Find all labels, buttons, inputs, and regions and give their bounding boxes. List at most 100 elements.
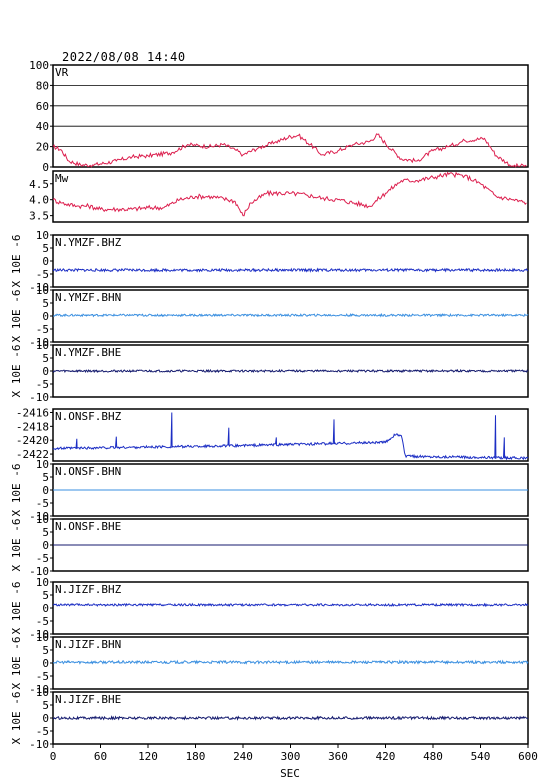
y-tick-label: 40 bbox=[36, 120, 49, 133]
y-tick-label: -10 bbox=[29, 336, 49, 349]
series-line-n-jizf-bhz bbox=[52, 602, 529, 608]
y-tick-label: 10 bbox=[36, 458, 49, 471]
y-tick-label: 10 bbox=[36, 576, 49, 589]
panel-label: N.JIZF.BHN bbox=[55, 638, 121, 651]
y-tick-label: 4.0 bbox=[29, 194, 49, 207]
panel-label: N.JIZF.BHZ bbox=[55, 583, 122, 596]
panel-frame bbox=[52, 581, 529, 635]
y-tick-label: -5 bbox=[36, 497, 49, 510]
panel-frame bbox=[52, 170, 529, 223]
panel-label: N.YMZF.BHE bbox=[55, 346, 121, 359]
y-tick-label: 10 bbox=[36, 513, 49, 526]
y-tick-label: -10 bbox=[29, 738, 49, 751]
y-tick-label: 10 bbox=[36, 284, 49, 297]
y-tick-label: 0 bbox=[42, 657, 49, 670]
x-tick-label: 420 bbox=[376, 750, 396, 763]
x-tick-label: 180 bbox=[186, 750, 206, 763]
x-axis: 0 60 120 180 240 300 360 420 480 540 600 SEC bbox=[50, 744, 538, 780]
series-line-n-onsf-bhz bbox=[52, 412, 529, 461]
series-line-vr bbox=[52, 133, 527, 168]
y-tick-label: -10 bbox=[29, 391, 49, 404]
panel-label: Mw bbox=[55, 172, 69, 185]
y-tick-label: 0 bbox=[42, 484, 49, 497]
y-tick-label: -2416 bbox=[16, 406, 49, 419]
panel-label: N.ONSF.BHE bbox=[55, 520, 121, 533]
series-line-mw bbox=[52, 171, 527, 217]
panel-frame bbox=[52, 64, 529, 168]
x-tick-label: 60 bbox=[94, 750, 107, 763]
x-axis-label: SEC bbox=[280, 767, 300, 780]
y-tick-label: -5 bbox=[36, 378, 49, 391]
unit-label: X 10E -6 bbox=[10, 345, 23, 398]
timestamp: 2022/08/08 14:40 bbox=[62, 50, 186, 64]
panel-label: N.ONSF.BHZ bbox=[55, 410, 122, 423]
y-tick-label: -5 bbox=[36, 725, 49, 738]
series-line-n-ymzf-bhn bbox=[52, 312, 529, 318]
x-tick-label: 0 bbox=[50, 750, 57, 763]
series-line-n-jizf-bhe bbox=[52, 715, 529, 721]
y-tick-label: 0 bbox=[42, 365, 49, 378]
y-tick-label: 0 bbox=[42, 712, 49, 725]
y-tick-label: -2420 bbox=[16, 434, 49, 447]
y-tick-label: 5 bbox=[42, 297, 49, 310]
x-tick-label: 360 bbox=[328, 750, 348, 763]
unit-label: X 10E -6 bbox=[10, 582, 23, 635]
y-tick-label: 0 bbox=[42, 539, 49, 552]
y-tick-label: 10 bbox=[36, 339, 49, 352]
unit-label: X 10E -6 bbox=[10, 519, 23, 572]
series-line-n-jizf-bhn bbox=[52, 659, 529, 665]
y-tick-label: 5 bbox=[42, 471, 49, 484]
panel-label: N.YMZF.BHN bbox=[55, 291, 121, 304]
y-tick-label: 3.5 bbox=[29, 210, 49, 223]
y-tick-label: -10 bbox=[29, 565, 49, 578]
y-tick-label: 4.5 bbox=[29, 178, 49, 191]
panel-frame bbox=[52, 408, 529, 462]
x-tick-label: 120 bbox=[138, 750, 158, 763]
y-tick-label: -5 bbox=[36, 268, 49, 281]
x-tick-label: 540 bbox=[471, 750, 491, 763]
y-tick-label: -5 bbox=[36, 323, 49, 336]
y-tick-label: 100 bbox=[29, 59, 49, 72]
y-tick-label: 60 bbox=[36, 100, 49, 113]
x-tick-label: 300 bbox=[281, 750, 301, 763]
panel-mw: 3.5 4.0 4.5 Mw bbox=[29, 170, 529, 223]
series-line-n-ymzf-bhz bbox=[52, 267, 529, 273]
y-tick-label: 0 bbox=[42, 310, 49, 323]
y-tick-label: -5 bbox=[36, 615, 49, 628]
y-tick-label: 5 bbox=[42, 242, 49, 255]
y-tick-label: -2418 bbox=[16, 420, 49, 433]
panel-frame bbox=[52, 234, 529, 288]
y-tick-label: -10 bbox=[29, 281, 49, 294]
y-tick-label: 5 bbox=[42, 352, 49, 365]
unit-label: X 10E -6 bbox=[10, 464, 23, 517]
x-tick-label: 600 bbox=[518, 750, 538, 763]
y-tick-label: 20 bbox=[36, 141, 49, 154]
y-tick-label: -5 bbox=[36, 552, 49, 565]
y-tick-label: 5 bbox=[42, 644, 49, 657]
y-tick-label: 10 bbox=[36, 229, 49, 242]
unit-label: X 10E -6 bbox=[10, 290, 23, 343]
panel-vr: 0 20 40 60 80 100 VR bbox=[29, 59, 529, 174]
unit-label: X 10E -6 bbox=[10, 235, 23, 288]
y-tick-label: 0 bbox=[42, 161, 49, 174]
y-tick-label: 10 bbox=[36, 631, 49, 644]
y-tick-label: -10 bbox=[29, 683, 49, 696]
y-tick-label: -5 bbox=[36, 670, 49, 683]
series-line-n-ymzf-bhe bbox=[52, 368, 529, 374]
y-tick-label: 5 bbox=[42, 526, 49, 539]
panel-label: N.ONSF.BHN bbox=[55, 465, 121, 478]
x-tick-label: 480 bbox=[423, 750, 443, 763]
unit-label: X 10E -6 bbox=[10, 692, 23, 745]
panel-label: VR bbox=[55, 66, 69, 79]
y-tick-label: 0 bbox=[42, 602, 49, 615]
panel-label: N.YMZF.BHZ bbox=[55, 236, 122, 249]
y-tick-label: 5 bbox=[42, 589, 49, 602]
y-tick-label: -10 bbox=[29, 628, 49, 641]
